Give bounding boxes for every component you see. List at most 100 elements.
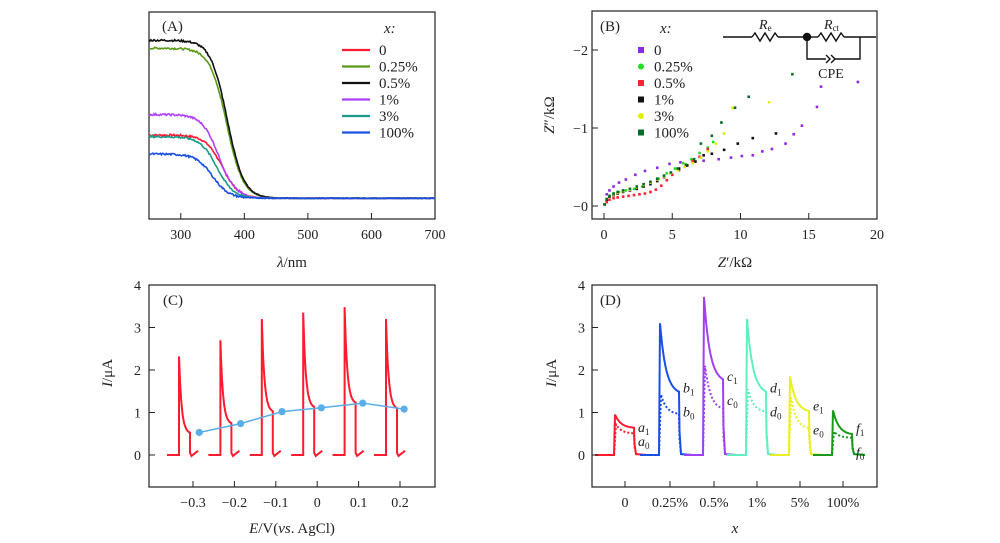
data-point (722, 148, 726, 152)
y-tick-label: 3 (134, 322, 141, 337)
trend-point (359, 399, 367, 407)
transient-curve (249, 318, 282, 458)
data-point (643, 192, 647, 195)
panel-b-points (603, 72, 860, 206)
x-tick-label: −0.1 (263, 496, 288, 511)
panel-b-y-ticks: −2 −1 −0 (573, 44, 598, 215)
trend-line (199, 402, 405, 434)
panel-c: −0.3 −0.2 −0.1 0 0.1 0.2 0 1 2 3 4 (C) E/V(vs. Ag… (100, 279, 436, 537)
dark-current-curve (640, 394, 693, 456)
data-point (699, 156, 703, 160)
data-point (714, 142, 718, 146)
data-point (717, 157, 720, 161)
data-point (770, 147, 774, 151)
data-point (670, 173, 674, 177)
data-point (767, 100, 771, 104)
y-tick-label: −2 (573, 44, 588, 59)
panel-b-legend: 00.25%0.5%1%3%100% (638, 43, 693, 142)
trend-point (278, 408, 286, 416)
data-point (668, 162, 671, 166)
curve-label-subscript: 0 (860, 452, 865, 462)
x-tick-label: 0 (314, 496, 321, 511)
curve-label-light: d1 (770, 382, 782, 398)
transient-curve (208, 340, 241, 458)
panel-a-legend-title: x: (383, 21, 396, 37)
curve-label-dark: a0 (638, 435, 650, 451)
dark-current-curve (684, 365, 737, 456)
cpe-branch-wire-right (835, 37, 861, 60)
legend-label: 0.25% (654, 60, 693, 76)
panel-c-y-ticks: 0 1 2 3 4 (134, 279, 155, 464)
curve-label-subscript: 1 (690, 388, 695, 398)
data-point (791, 72, 794, 76)
legend-marker (638, 80, 644, 86)
x-tick-label: 1% (748, 496, 767, 511)
data-point (616, 196, 619, 199)
data-point (676, 167, 680, 170)
curve-label-subscript: 0 (819, 430, 824, 440)
legend-label: 0 (654, 43, 662, 59)
x-tick-label: −0.3 (180, 496, 205, 511)
data-point (662, 174, 666, 177)
data-point (819, 85, 823, 88)
x-tick-label: 15 (802, 228, 816, 243)
trend-point (195, 428, 203, 437)
data-point (699, 142, 703, 145)
curve-label-dark: c0 (727, 394, 738, 410)
data-point (632, 187, 636, 191)
data-point (632, 193, 636, 197)
curve-label-subscript: 0 (690, 412, 695, 422)
transient-curve (332, 307, 365, 458)
x-tick-label: 600 (361, 228, 382, 243)
curve-label-light: c1 (727, 370, 738, 386)
trend-point (400, 405, 408, 413)
data-point (698, 155, 701, 159)
legend-marker (638, 47, 644, 53)
x-tick-label: 0.2 (391, 496, 409, 511)
panel-c-curves (167, 307, 408, 458)
panel-d-label: (D) (600, 293, 621, 309)
curve-label-subscript: 1 (819, 406, 824, 416)
series-line-0 (148, 133, 436, 200)
x-tick-label: 0.25% (652, 496, 689, 511)
data-point (655, 177, 659, 180)
transient-curve (291, 312, 323, 458)
data-point (710, 152, 714, 156)
panel-d-x-ticks: 0 0.25% 0.5% 1% 5% 100% (622, 481, 860, 511)
series-line-3% (148, 134, 436, 200)
data-point (815, 105, 819, 109)
data-point (691, 161, 695, 165)
y-tick-label: −0 (573, 200, 588, 215)
light-current-curve (684, 296, 737, 456)
x-tick-label: 300 (170, 228, 191, 243)
series-line-100% (148, 152, 436, 200)
data-point (608, 194, 611, 198)
data-point (608, 189, 611, 192)
y-tick-label: 1 (134, 407, 141, 422)
data-point (691, 159, 695, 163)
curve-label-subscript: 0 (777, 412, 782, 422)
x-tick-label: 5% (791, 496, 810, 511)
legend-label: 100% (654, 126, 689, 142)
curve-label-light: f1 (856, 422, 864, 438)
panel-d-xlabel: x (731, 521, 739, 537)
resistor-rct-icon (817, 31, 845, 43)
data-point (638, 193, 641, 196)
cpe-icon (825, 54, 831, 64)
panel-b-label: (B) (600, 19, 620, 35)
legend-label: 3% (654, 109, 674, 125)
legend-label: 3% (379, 109, 399, 125)
circuit-label-re: Re (758, 18, 772, 33)
data-point (635, 187, 639, 191)
light-current-curve (640, 323, 693, 456)
data-point (649, 182, 652, 186)
curve-label-light: e1 (813, 400, 824, 416)
panel-b-legend-title: x: (659, 21, 672, 37)
data-point (694, 160, 697, 163)
curve-label-dark: e0 (813, 424, 824, 440)
data-point (702, 159, 705, 163)
x-tick-label: 100% (827, 496, 860, 511)
y-tick-label: 2 (134, 364, 141, 379)
panel-d-y-ticks: 0 1 2 3 4 (578, 279, 598, 464)
